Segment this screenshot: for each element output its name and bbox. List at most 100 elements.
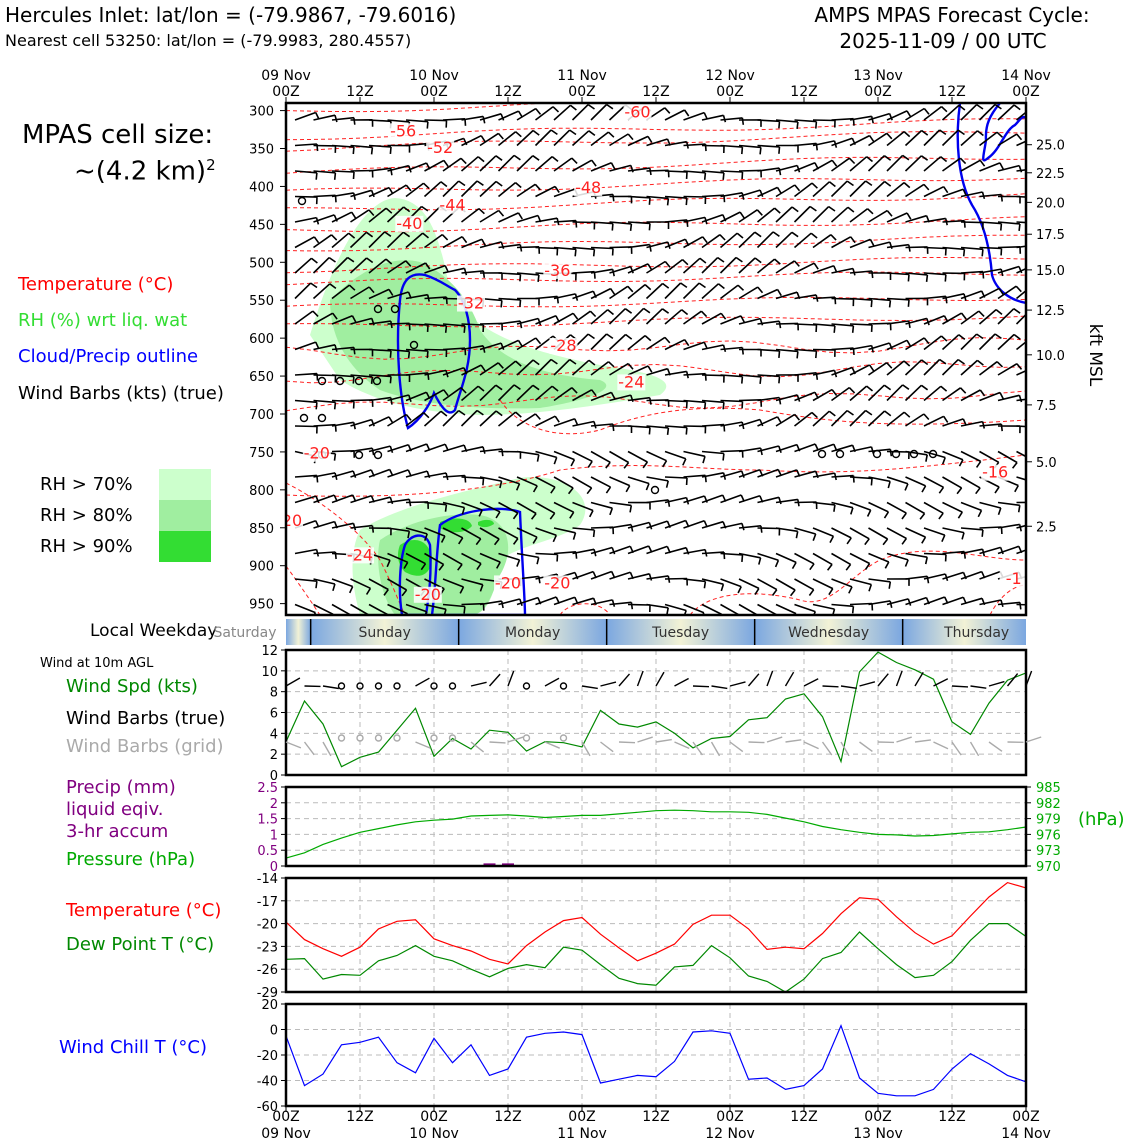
- wind-barb: [313, 312, 338, 325]
- wind-barb: [812, 181, 836, 198]
- wind-barb: [1016, 603, 1026, 606]
- calm-wind-circle: [872, 449, 882, 459]
- weekday-name: Saturday: [213, 625, 276, 641]
- wind-barb: [923, 335, 948, 351]
- rh-legend-swatch-70: [159, 469, 211, 500]
- wind-barb: [534, 129, 558, 147]
- wind-barb: [294, 425, 318, 434]
- top-hour-label: 12Z: [346, 84, 373, 100]
- wind-barb: [739, 348, 762, 357]
- wind-barb: [757, 186, 782, 198]
- wind-barb: [849, 180, 873, 198]
- wind-barb: [951, 741, 962, 756]
- wind-barb: [997, 394, 1023, 403]
- wind-barb: [793, 232, 818, 249]
- pressure-tick-label: 400: [249, 180, 274, 195]
- panel-frame: [284, 876, 1028, 994]
- wind-barb: [785, 739, 802, 743]
- pressure-tick-label: 950: [249, 598, 274, 613]
- wind-barb: [1016, 476, 1026, 481]
- wind-barb: [812, 410, 836, 427]
- wind-panel: 0 2 4 6 8 10 12: [261, 644, 1042, 784]
- wind-barb: [978, 308, 1003, 325]
- wind-barb: [960, 221, 984, 230]
- series-line: [285, 809, 1027, 859]
- wind-barb: [794, 323, 818, 333]
- wind-barb: [757, 374, 781, 384]
- wind-barb: [322, 685, 339, 690]
- wind-barb: [997, 501, 1021, 513]
- wind-barbs-true: [285, 670, 1033, 690]
- y-tick-label: 6: [270, 707, 278, 722]
- wind-barb: [350, 189, 375, 198]
- wind-barb: [405, 552, 427, 571]
- wind-barb: [609, 450, 630, 469]
- bottom-hour-label: 12Z: [346, 1109, 373, 1125]
- isotherm-line: [559, 603, 611, 615]
- wind-barb: [905, 413, 930, 427]
- bottom-date-label: 13 Nov: [853, 1126, 903, 1140]
- wind-barb: [461, 323, 485, 333]
- calm-wind-circle: [337, 734, 346, 742]
- wind-barb: [627, 365, 653, 376]
- kft-tick-label: 20.0: [1036, 196, 1065, 211]
- wind-barb: [914, 671, 924, 687]
- wind-barb: [572, 476, 593, 495]
- wind-barb: [572, 527, 596, 538]
- wind-barb: [905, 527, 927, 544]
- wind-barb: [886, 384, 910, 402]
- wind-barb: [590, 333, 614, 351]
- wind-barb: [535, 527, 558, 543]
- wind-barb: [350, 169, 374, 178]
- wind-barb: [442, 323, 466, 333]
- wind-barb: [868, 297, 892, 308]
- wind-barb: [553, 387, 578, 402]
- wind-barb: [461, 345, 486, 353]
- wind-barb: [738, 189, 764, 198]
- wind-barb: [424, 552, 445, 571]
- wind-barb: [498, 501, 519, 520]
- kft-tick-label: 5.0: [1036, 456, 1057, 471]
- wind-barb: [479, 410, 503, 427]
- wind-barb: [331, 603, 352, 615]
- isotherm-line: [286, 156, 1026, 174]
- wind-barb: [757, 396, 782, 405]
- cycle-value: 2025-11-09 / 00 UTC: [839, 29, 1047, 53]
- wind-barb: [674, 741, 690, 750]
- wind-barb: [812, 552, 833, 571]
- wind-barb: [683, 236, 708, 249]
- calm-wind-circle: [390, 304, 400, 314]
- bottom-hour-label: 12Z: [494, 1109, 521, 1125]
- cell-size-value: ~(4.2 km)2: [74, 156, 216, 187]
- wind-barb: [1015, 111, 1026, 121]
- wind-barb: [757, 445, 782, 453]
- wind-barb: [719, 232, 744, 249]
- wind-barb: [757, 288, 782, 300]
- isotherm-label-bg: [286, 513, 304, 530]
- isotherm-line: [286, 565, 321, 615]
- wind-barb: [988, 741, 1003, 752]
- wind-barb: [461, 602, 485, 611]
- wind-barb: [636, 670, 644, 687]
- calm-wind-circle: [356, 682, 364, 690]
- wind-barb: [794, 411, 818, 427]
- wind-barb: [849, 385, 874, 402]
- wind-barb: [285, 677, 301, 687]
- wind-barb: [738, 525, 763, 533]
- wind-barb: [886, 501, 907, 520]
- wind-barb: [646, 260, 671, 274]
- wind-barb: [775, 374, 799, 382]
- wind-barb: [664, 195, 688, 206]
- wind-barb: [516, 272, 540, 282]
- wind-barb: [609, 285, 634, 300]
- isotherm-label-bg: [981, 464, 1010, 481]
- wind-barb: [571, 103, 595, 121]
- wind-barb: [868, 362, 893, 376]
- wind-barb: [627, 573, 653, 581]
- wind-barb: [960, 333, 984, 351]
- wind-barb: [886, 320, 911, 329]
- wind-barb: [812, 578, 834, 596]
- wind-barb: [960, 476, 981, 495]
- wind-barb: [979, 546, 1004, 555]
